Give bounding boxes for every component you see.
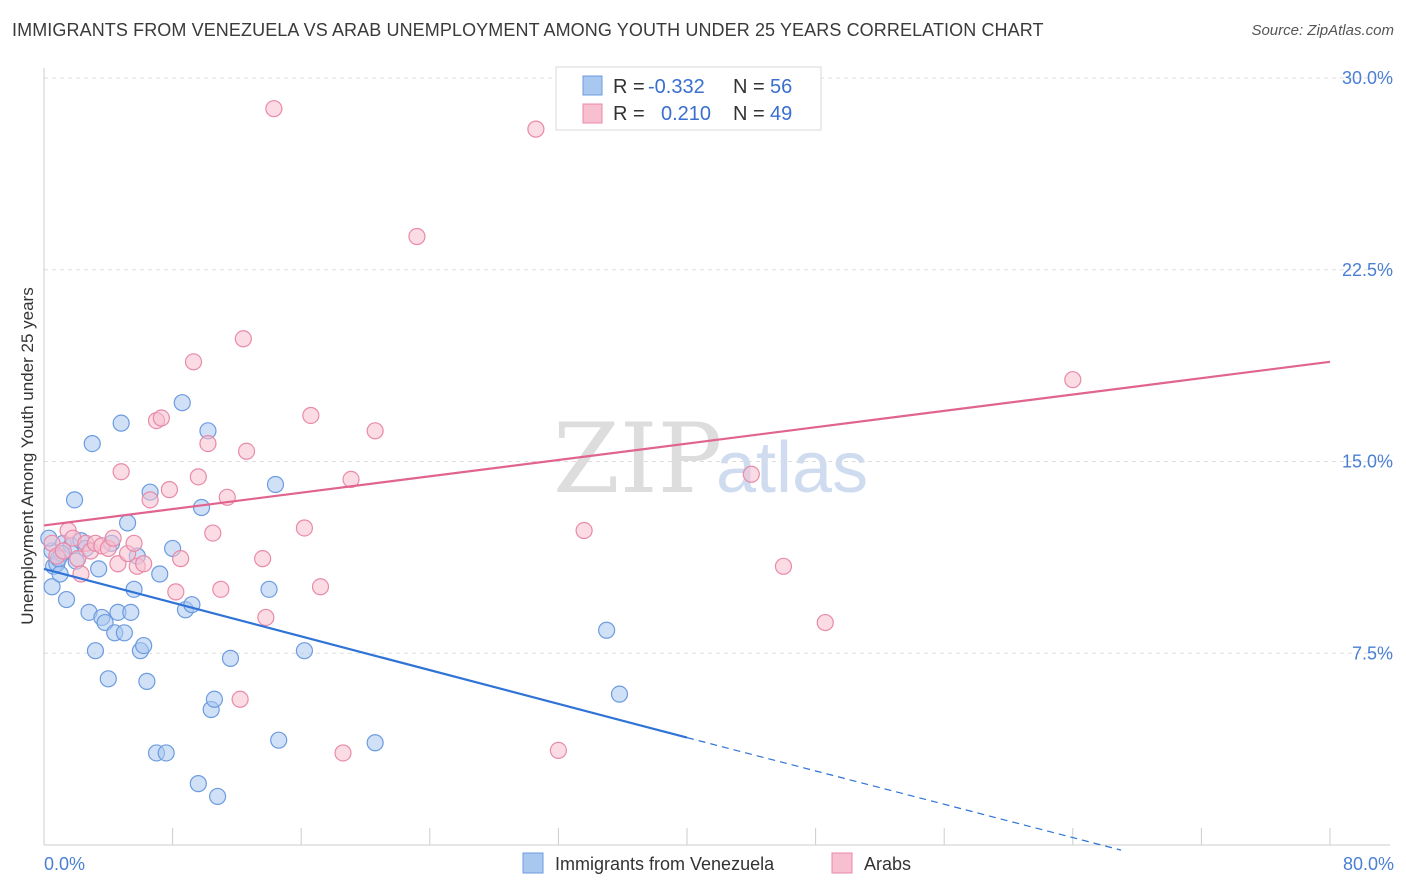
y-tick-label-3: 30.0% bbox=[1342, 68, 1393, 88]
venezuela-point-15 bbox=[90, 560, 108, 578]
venezuela-point-51 bbox=[598, 621, 616, 639]
venezuela-point-30 bbox=[138, 672, 156, 690]
watermark-atlas: atlas bbox=[716, 428, 868, 508]
venezuela-point-14 bbox=[86, 642, 105, 660]
venezuela-point-29 bbox=[135, 636, 153, 655]
arab-point-18 bbox=[135, 555, 153, 573]
venezuela-point-39 bbox=[189, 775, 207, 793]
venezuela-point-6 bbox=[57, 590, 76, 609]
trend-lines bbox=[43, 360, 1331, 851]
venezuela-point-49 bbox=[295, 642, 314, 660]
arab-point-36 bbox=[265, 100, 283, 118]
venezuela-point-24 bbox=[118, 514, 137, 532]
legend-n-value-arabs: 49 bbox=[770, 103, 792, 125]
arab-point-19 bbox=[141, 491, 159, 509]
arab-point-14 bbox=[112, 463, 130, 481]
arab-point-28 bbox=[204, 524, 222, 542]
y-tick-label-0: 7.5% bbox=[1352, 643, 1393, 663]
arab-point-50 bbox=[1064, 371, 1082, 389]
arab-point-12 bbox=[104, 529, 122, 547]
legend-r-value-arabs: 0.210 bbox=[661, 103, 711, 125]
arab-point-26 bbox=[189, 468, 207, 486]
legend-swatch-arabs bbox=[582, 103, 603, 124]
gridlines bbox=[44, 77, 1390, 654]
arab-point-43 bbox=[408, 227, 426, 246]
arab-point-31 bbox=[231, 690, 249, 708]
venezuela-point-48 bbox=[270, 731, 288, 749]
trend-line-arabs bbox=[43, 360, 1331, 527]
watermark-zip: ZIP bbox=[553, 403, 722, 515]
venezuela-point-13 bbox=[83, 435, 101, 453]
y-tick-label-2: 22.5% bbox=[1342, 260, 1393, 280]
arab-point-49 bbox=[816, 613, 834, 632]
legend-swatch-venezuela bbox=[582, 75, 603, 96]
venezuela-point-46 bbox=[260, 580, 278, 598]
venezuela-point-36 bbox=[173, 394, 191, 412]
arab-point-33 bbox=[237, 442, 256, 460]
arab-point-47 bbox=[742, 465, 760, 483]
arab-point-32 bbox=[234, 330, 252, 348]
venezuela-point-40 bbox=[192, 498, 211, 517]
legend-n-label-venezuela: N = bbox=[733, 76, 765, 98]
venezuela-point-25 bbox=[122, 603, 140, 621]
arab-point-39 bbox=[311, 578, 330, 596]
arab-point-42 bbox=[366, 422, 384, 440]
legend-r-label-arabs: R = bbox=[613, 103, 645, 125]
venezuela-point-23 bbox=[115, 624, 133, 642]
arab-point-34 bbox=[254, 550, 272, 568]
bottom-legend-label-venezuela: Immigrants from Venezuela bbox=[555, 854, 775, 874]
venezuela-point-44 bbox=[209, 787, 227, 806]
y-axis-label: Unemployment Among Youth under 25 years bbox=[18, 287, 37, 624]
arab-point-22 bbox=[160, 481, 178, 499]
venezuela-point-45 bbox=[221, 649, 240, 667]
arab-point-46 bbox=[575, 521, 593, 540]
arab-point-25 bbox=[184, 353, 203, 371]
venezuela-point-50 bbox=[366, 734, 384, 752]
legend-r-value-venezuela: -0.332 bbox=[648, 76, 705, 98]
trend-line-venezuela-extension bbox=[686, 737, 1122, 851]
venezuela-point-22 bbox=[112, 414, 130, 432]
arab-point-21 bbox=[152, 409, 170, 427]
venezuela-point-33 bbox=[151, 565, 169, 583]
venezuela-point-8 bbox=[65, 491, 84, 509]
x-axis-ticks bbox=[43, 828, 1331, 845]
source-label: Source: ZipAtlas.com bbox=[1251, 22, 1394, 39]
y-tick-labels: 7.5% 15.0% 22.5% 30.0% bbox=[1342, 68, 1393, 663]
venezuela-point-52 bbox=[610, 685, 629, 703]
chart-title: IMMIGRANTS FROM VENEZUELA VS ARAB UNEMPL… bbox=[12, 20, 1044, 40]
venezuela-point-34 bbox=[157, 744, 175, 762]
arab-point-40 bbox=[334, 744, 352, 762]
legend-n-value-venezuela: 56 bbox=[770, 76, 792, 98]
series-venezuela bbox=[40, 394, 629, 806]
trend-line-venezuela bbox=[43, 567, 688, 739]
venezuela-point-43 bbox=[205, 690, 223, 708]
legend-n-label-arabs: N = bbox=[733, 103, 765, 125]
arab-point-37 bbox=[295, 519, 314, 537]
x-tick-label-max: 80.0% bbox=[1343, 854, 1394, 874]
arab-point-44 bbox=[527, 120, 545, 138]
arab-point-45 bbox=[549, 741, 568, 760]
x-tick-label-min: 0.0% bbox=[44, 854, 85, 874]
arab-point-23 bbox=[167, 583, 185, 601]
arab-point-16 bbox=[125, 534, 143, 552]
arab-point-29 bbox=[212, 580, 230, 598]
arab-point-24 bbox=[172, 550, 190, 568]
correlation-legend: R = -0.332 N = 56 R = 0.210 N = 49 bbox=[555, 66, 822, 131]
arab-point-35 bbox=[257, 608, 275, 627]
arab-point-2 bbox=[54, 542, 72, 560]
arab-point-27 bbox=[199, 435, 217, 453]
y-tick-label-1: 15.0% bbox=[1342, 452, 1393, 472]
legend-r-label-venezuela: R = bbox=[613, 76, 645, 98]
arab-point-48 bbox=[774, 557, 793, 575]
venezuela-point-47 bbox=[266, 475, 285, 494]
arab-point-38 bbox=[302, 406, 320, 425]
venezuela-point-2 bbox=[43, 578, 61, 596]
bottom-legend-swatch-venezuela bbox=[522, 852, 544, 874]
bottom-legend-label-arabs: Arabs bbox=[864, 854, 911, 874]
bottom-legend-swatch-arabs bbox=[831, 852, 853, 874]
venezuela-point-18 bbox=[99, 670, 117, 688]
series-arabs bbox=[43, 100, 1082, 762]
series-legend: Immigrants from Venezuela Arabs bbox=[522, 852, 911, 874]
